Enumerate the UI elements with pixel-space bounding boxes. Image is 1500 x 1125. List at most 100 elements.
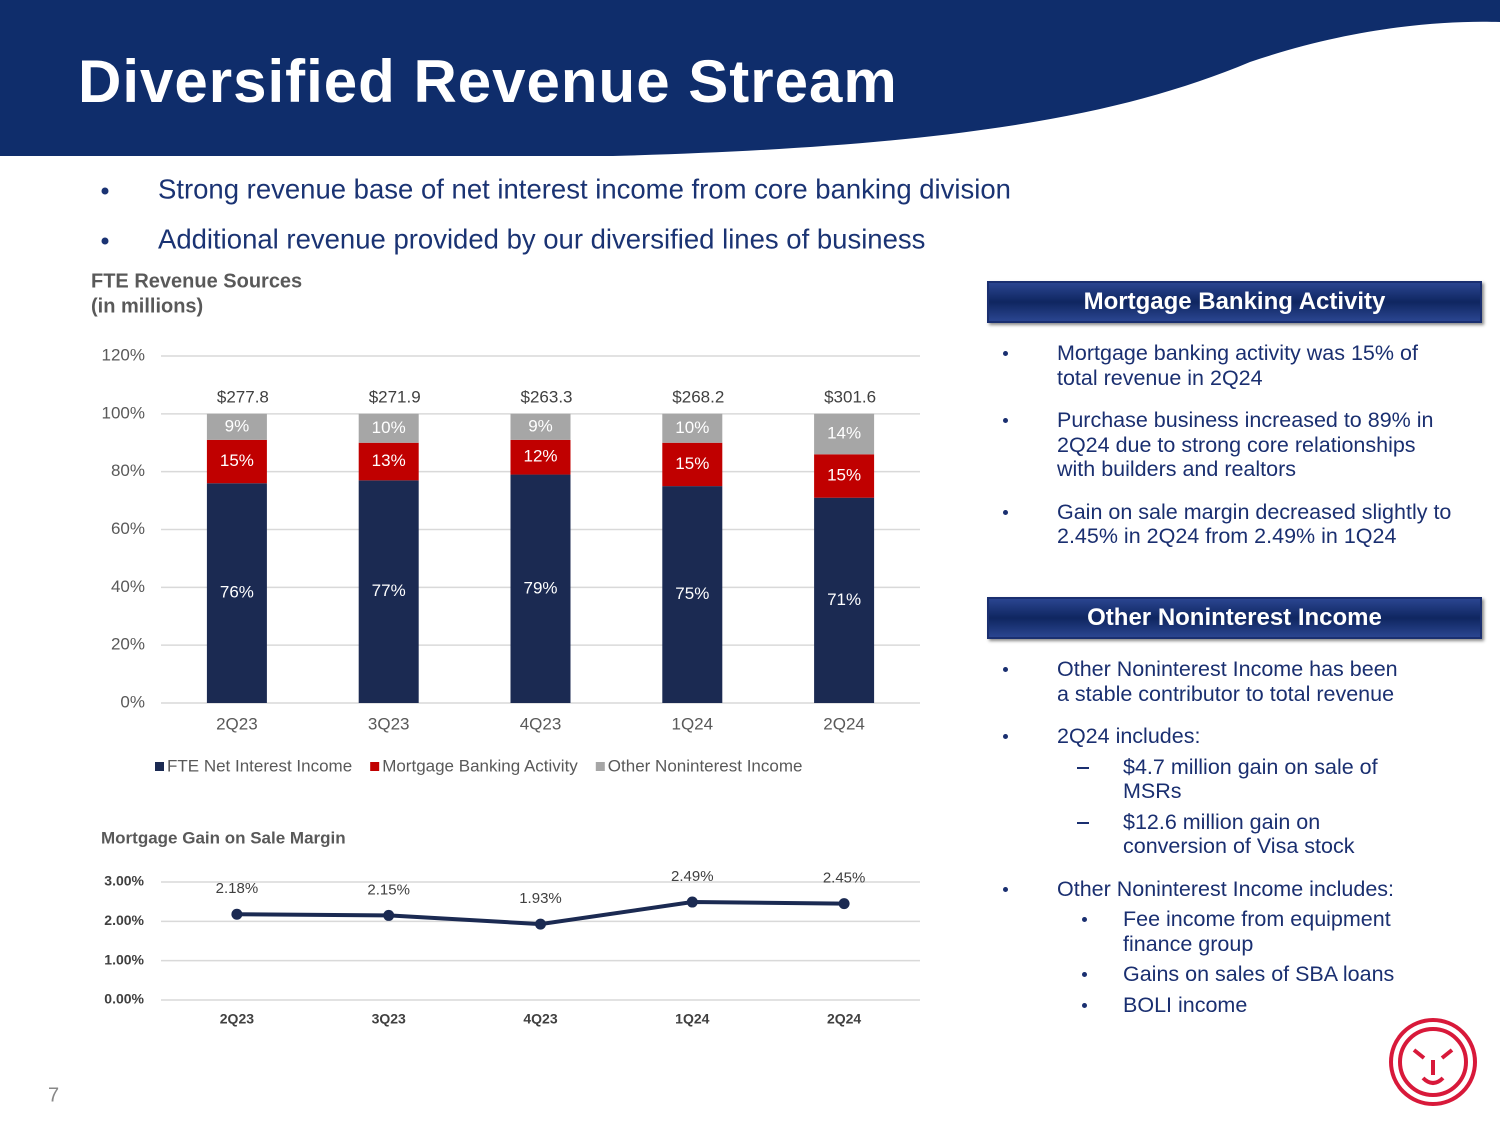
sub-text: MSRs bbox=[1123, 779, 1182, 803]
panel-heading-text: Other Noninterest Income bbox=[1087, 603, 1382, 631]
data-label: 2.18% bbox=[216, 880, 259, 897]
data-label: 15% bbox=[827, 465, 861, 484]
bullet-text: Mortgage banking activity was 15% of bbox=[1057, 341, 1418, 365]
bar-segment bbox=[662, 413, 723, 443]
y-tick-label: 3.00% bbox=[104, 873, 144, 889]
y-tick-label: 100% bbox=[102, 403, 145, 422]
sub-text: Fee income from equipment bbox=[1123, 907, 1391, 931]
data-label: 79% bbox=[523, 578, 557, 597]
y-tick-label: 20% bbox=[111, 635, 145, 654]
legend-label: Other Noninterest Income bbox=[608, 756, 803, 775]
logo bbox=[1389, 1018, 1477, 1106]
bullet-text: total revenue in 2Q24 bbox=[1057, 365, 1263, 390]
total-label: $277.8 bbox=[217, 387, 269, 406]
y-tick-label: 40% bbox=[111, 577, 145, 596]
bullet-text: 2.45% in 2Q24 from 2.49% in 1Q24 bbox=[1057, 524, 1397, 548]
sub-text: $4.7 million gain on sale of bbox=[1123, 754, 1378, 779]
slide-title: Diversified Revenue Stream bbox=[78, 48, 898, 115]
data-label: 15% bbox=[220, 451, 254, 470]
data-label: 2.45% bbox=[823, 870, 866, 887]
bullet-text: Strong revenue base of net interest inco… bbox=[158, 173, 1011, 204]
bar-segment bbox=[358, 442, 419, 481]
bar-segment bbox=[510, 439, 571, 475]
total-label: $271.9 bbox=[369, 387, 421, 406]
sub-text: finance group bbox=[1123, 931, 1254, 956]
bullet-dot bbox=[1003, 509, 1008, 515]
sub-marker bbox=[1082, 972, 1087, 977]
bar-segment bbox=[510, 413, 571, 440]
bullet-text: Purchase business increased to 89% in bbox=[1057, 408, 1434, 432]
bullet-item: 2Q24 includes: $4.7 million gain on sale … bbox=[987, 724, 1482, 859]
bullet-dot bbox=[101, 237, 109, 245]
bar-segment bbox=[662, 442, 723, 487]
x-tick-label: 1Q24 bbox=[675, 1011, 709, 1027]
bullet-text: Gain on sale margin decreased slightly t… bbox=[1057, 499, 1452, 524]
panel-heading: Other Noninterest Income bbox=[987, 597, 1482, 639]
sub-item: BOLI income bbox=[1057, 993, 1482, 1018]
sub-item: $12.6 million gain on conversion of Visa … bbox=[1057, 810, 1482, 859]
total-label: $268.2 bbox=[672, 387, 724, 406]
data-label: 2.15% bbox=[367, 881, 410, 898]
bar-segment bbox=[206, 439, 267, 484]
x-tick-label: 3Q23 bbox=[372, 1011, 406, 1027]
legend-label: Mortgage Banking Activity bbox=[382, 756, 578, 775]
bar-segment bbox=[206, 483, 267, 703]
data-label: 9% bbox=[225, 416, 250, 435]
bullet-dot bbox=[1003, 351, 1008, 356]
bar-segment bbox=[662, 486, 723, 703]
bullet-text: Other Noninterest Income includes: bbox=[1057, 876, 1394, 901]
y-tick-label: 2.00% bbox=[104, 912, 144, 928]
data-label: 2.49% bbox=[671, 868, 714, 885]
y-tick-label: 0.00% bbox=[104, 991, 144, 1007]
data-label: 14% bbox=[827, 424, 861, 443]
point bbox=[838, 898, 850, 910]
bar-segment bbox=[358, 413, 419, 443]
chart-title: Mortgage Gain on Sale Margin bbox=[101, 828, 346, 847]
x-tick-label: 1Q24 bbox=[672, 714, 714, 733]
x-tick-label: 2Q24 bbox=[823, 714, 865, 733]
y-tick-label: 60% bbox=[111, 519, 145, 538]
sub-marker bbox=[1077, 766, 1089, 769]
data-label: 9% bbox=[528, 416, 553, 435]
legend-swatch bbox=[370, 762, 380, 771]
x-tick-label: 4Q23 bbox=[520, 714, 562, 733]
bullet-text: with builders and realtors bbox=[1057, 457, 1297, 481]
data-label: 71% bbox=[827, 590, 861, 609]
header-wave bbox=[520, 21, 1500, 158]
sub-marker bbox=[1082, 1002, 1087, 1008]
bullet-item: Other Noninterest Income includes: Fee in… bbox=[987, 877, 1482, 1018]
sub-marker bbox=[1077, 821, 1089, 824]
y-tick-label: 1.00% bbox=[104, 951, 144, 967]
data-label: 13% bbox=[372, 451, 406, 470]
sub-item: Fee income from equipment finance group bbox=[1057, 907, 1482, 956]
bullet-dot bbox=[1003, 734, 1008, 739]
point bbox=[686, 896, 698, 908]
y-tick-label: 0% bbox=[120, 692, 145, 711]
legend-swatch bbox=[155, 762, 164, 771]
bar-segment bbox=[814, 497, 875, 703]
x-tick-label: 3Q23 bbox=[368, 714, 410, 733]
sub-marker bbox=[1082, 917, 1087, 922]
x-tick-label: 2Q24 bbox=[827, 1011, 861, 1027]
bullet-text: 2Q24 includes: bbox=[1057, 724, 1201, 748]
x-tick-label: 2Q23 bbox=[216, 714, 258, 733]
bullet-dot bbox=[1003, 418, 1008, 423]
panel-heading: Mortgage Banking Activity bbox=[987, 281, 1482, 323]
sub-text: conversion of Visa stock bbox=[1123, 834, 1355, 858]
bullet-dot bbox=[1003, 886, 1008, 892]
point bbox=[383, 909, 395, 921]
sub-text: Gains on sales of SBA loans bbox=[1123, 962, 1395, 986]
data-label: 10% bbox=[675, 418, 709, 437]
bullet-text: Other Noninterest Income has been bbox=[1057, 657, 1398, 681]
chart-title: FTE Revenue Sources bbox=[91, 270, 302, 292]
legend-label: FTE Net Interest Income bbox=[167, 756, 352, 775]
y-tick-label: 80% bbox=[111, 461, 145, 480]
bullet-item: Mortgage banking activity was 15% of tota… bbox=[987, 341, 1482, 390]
bullet-item: Purchase business increased to 89% in 2Q2… bbox=[987, 408, 1482, 482]
data-label: 10% bbox=[372, 418, 406, 437]
bullet-item: Other Noninterest Income has been a stabl… bbox=[987, 657, 1482, 706]
bullet-dot bbox=[101, 187, 109, 195]
panel-heading-text: Mortgage Banking Activity bbox=[1083, 287, 1386, 315]
